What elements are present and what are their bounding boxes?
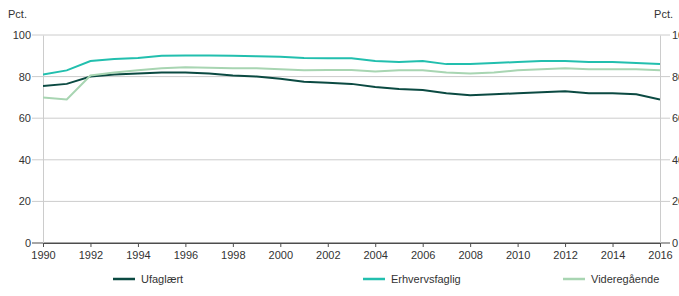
tick-label: 2004 <box>363 249 387 261</box>
grid <box>32 35 670 243</box>
tick: 1996 <box>174 243 198 261</box>
tick-label: 20 <box>672 195 679 207</box>
tick: 2010 <box>506 243 530 261</box>
tick: 100 <box>13 29 43 41</box>
tick: 80 <box>660 71 679 83</box>
tick-mark <box>185 243 186 247</box>
tick-mark <box>328 243 329 247</box>
grid-line <box>32 118 670 119</box>
tick: 1992 <box>79 243 103 261</box>
tick-label: 100 <box>672 29 679 41</box>
tick-label: 2016 <box>648 249 672 261</box>
tick: 2008 <box>458 243 482 261</box>
tick: 40 <box>660 154 679 166</box>
tick: 2002 <box>316 243 340 261</box>
tick-mark <box>138 243 139 247</box>
chart: 0 20 40 60 80 100 0 20 40 60 80 100 1990 1992 1994 1996… <box>0 0 679 296</box>
axis-line <box>660 36 661 244</box>
tick: 2012 <box>553 243 577 261</box>
tick: 100 <box>660 29 679 41</box>
tick-label: 1998 <box>221 249 245 261</box>
line <box>43 67 660 99</box>
tick-mark <box>470 243 471 247</box>
tick: 1990 <box>31 243 55 261</box>
tick-label: 1990 <box>31 249 55 261</box>
plot-area <box>43 55 660 99</box>
tick-label: 1996 <box>174 249 198 261</box>
tick-mark <box>280 243 281 247</box>
tick-label: 0 <box>672 237 678 249</box>
tick-label: 1994 <box>126 249 150 261</box>
tick-label: 60 <box>19 112 31 124</box>
tick: 0 <box>660 237 678 249</box>
axis-title: Pct. <box>8 8 27 20</box>
axis-line <box>44 244 661 248</box>
tick-label: 2006 <box>411 249 435 261</box>
tick: 20 <box>19 195 43 207</box>
tick-label: 2002 <box>316 249 340 261</box>
tick: 60 <box>19 112 43 124</box>
legend-item: Ufaglært <box>113 273 183 285</box>
tick: 40 <box>19 154 43 166</box>
tick-label: 1992 <box>79 249 103 261</box>
grid-line <box>32 35 670 36</box>
tick-mark <box>565 243 566 247</box>
tick-mark <box>90 243 91 247</box>
tick: 2014 <box>601 243 625 261</box>
line <box>43 55 660 74</box>
tick-label: 60 <box>672 112 679 124</box>
legend-swatch <box>563 278 585 281</box>
tick: 2016 <box>648 243 672 261</box>
tick-label: 2012 <box>553 249 577 261</box>
tick-label: 2010 <box>506 249 530 261</box>
tick-label: 40 <box>672 154 679 166</box>
legend-label: Erhvervsfaglig <box>391 273 461 285</box>
legend-label: Videregående <box>591 273 659 285</box>
grid-line <box>32 201 670 202</box>
tick-label: 20 <box>19 195 31 207</box>
axis-title: Pct. <box>654 8 673 20</box>
legend-swatch <box>113 278 135 281</box>
grid-line <box>32 159 670 160</box>
tick-mark <box>233 243 234 247</box>
tick-mark <box>43 243 44 247</box>
line <box>43 72 660 99</box>
tick: 1994 <box>126 243 150 261</box>
tick-mark <box>518 243 519 247</box>
y-axis: 0 20 40 60 80 100 <box>660 29 679 249</box>
legend-item: Erhvervsfaglig <box>363 273 461 285</box>
legend-label: Ufaglært <box>141 273 183 285</box>
tick-mark <box>375 243 376 247</box>
tick-label: 2014 <box>601 249 625 261</box>
tick-mark <box>613 243 614 247</box>
tick: 2000 <box>269 243 293 261</box>
tick: 80 <box>19 71 43 83</box>
tick: 1998 <box>221 243 245 261</box>
tick-mark <box>660 243 661 247</box>
grid-line <box>32 76 670 77</box>
tick: 2004 <box>363 243 387 261</box>
tick-label: 100 <box>13 29 31 41</box>
tick-label: 0 <box>25 237 31 249</box>
legend-item: Videregående <box>563 273 659 285</box>
x-axis: 1990 1992 1994 1996 1998 2000 2002 2004 2006 2008… <box>31 243 672 261</box>
tick: 0 <box>25 237 43 249</box>
y-axis: 0 20 40 60 80 100 <box>13 29 44 249</box>
axis-line <box>43 36 44 244</box>
tick-label: 2000 <box>269 249 293 261</box>
tick-label: 80 <box>19 71 31 83</box>
legend: Ufaglært Erhvervsfaglig Videregående <box>113 273 659 285</box>
legend-swatch <box>363 278 385 281</box>
tick: 60 <box>660 112 679 124</box>
tick-label: 2008 <box>458 249 482 261</box>
tick-label: 80 <box>672 71 679 83</box>
tick-mark <box>423 243 424 247</box>
tick: 20 <box>660 195 679 207</box>
tick-label: 40 <box>19 154 31 166</box>
tick: 2006 <box>411 243 435 261</box>
